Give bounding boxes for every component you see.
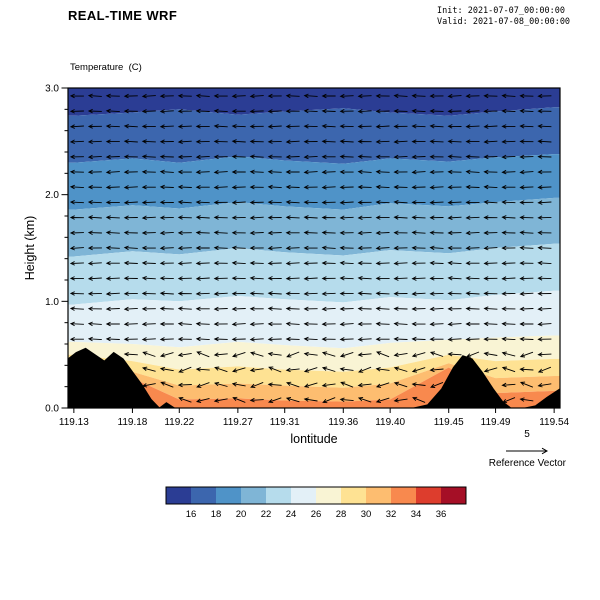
- init-timestamp: Init: 2021-07-07_00:00:00: [437, 6, 565, 16]
- svg-text:119.36: 119.36: [328, 417, 358, 428]
- svg-text:16: 16: [186, 509, 197, 520]
- svg-text:119.18: 119.18: [118, 417, 148, 428]
- svg-text:119.13: 119.13: [59, 417, 89, 428]
- reference-vector-value: 5: [524, 429, 530, 440]
- reference-vector-label: Reference Vector: [488, 458, 566, 469]
- svg-text:119.45: 119.45: [434, 417, 464, 428]
- svg-text:22: 22: [261, 509, 272, 520]
- svg-text:30: 30: [361, 509, 372, 520]
- svg-text:119.31: 119.31: [270, 417, 300, 428]
- svg-text:28: 28: [336, 509, 347, 520]
- svg-text:3.0: 3.0: [45, 84, 59, 95]
- page-title: REAL-TIME WRF: [68, 8, 178, 23]
- svg-text:119.49: 119.49: [481, 417, 511, 428]
- svg-text:119.27: 119.27: [223, 417, 253, 428]
- svg-text:119.22: 119.22: [164, 417, 194, 428]
- svg-text:2.0: 2.0: [45, 190, 59, 201]
- valid-timestamp: Valid: 2021-07-08_00:00:00: [437, 17, 571, 27]
- svg-text:119.40: 119.40: [375, 417, 405, 428]
- svg-text:24: 24: [286, 509, 297, 520]
- svg-text:20: 20: [236, 509, 247, 520]
- svg-text:36: 36: [436, 509, 447, 520]
- field-title: Temperature (C): [70, 62, 142, 73]
- svg-text:18: 18: [211, 509, 222, 520]
- svg-text:119.54: 119.54: [539, 417, 569, 428]
- svg-text:32: 32: [386, 509, 397, 520]
- svg-text:34: 34: [411, 509, 422, 520]
- svg-text:0.0: 0.0: [45, 404, 59, 415]
- x-axis-label: lontitude: [290, 432, 338, 446]
- svg-text:1.0: 1.0: [45, 297, 59, 308]
- svg-text:26: 26: [311, 509, 322, 520]
